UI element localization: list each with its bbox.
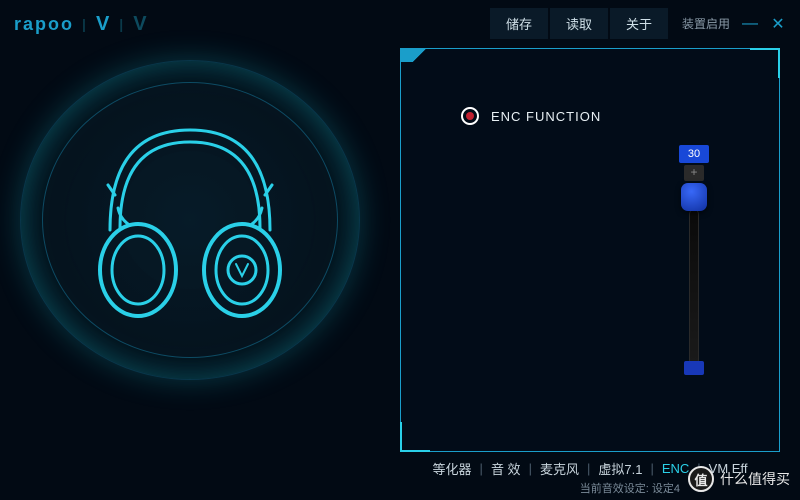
device-status-label: 装置启用 (682, 15, 730, 32)
close-button[interactable]: ✕ (770, 14, 786, 34)
enc-function-label: ENC FUNCTION (491, 109, 601, 124)
save-button[interactable]: 储存 (490, 8, 548, 39)
tab-sound-effect[interactable]: 音 效 (483, 459, 529, 478)
load-button[interactable]: 读取 (550, 8, 608, 39)
enc-function-row[interactable]: ENC FUNCTION (461, 107, 601, 125)
panel-corner-decoration (400, 48, 440, 62)
settings-panel: ENC FUNCTION 30 + (400, 48, 780, 452)
slider-value-badge: 30 (679, 145, 709, 163)
watermark-text: 什么值得买 (720, 469, 790, 489)
watermark-badge-icon: 值 (688, 466, 714, 492)
slider-plus-button[interactable]: + (684, 165, 704, 181)
logo-v-icon: V (96, 13, 111, 36)
tab-virtual71[interactable]: 虚拟7.1 (590, 459, 650, 478)
current-preset-label: 当前音效设定: 设定4 (580, 480, 680, 496)
product-visual (20, 60, 360, 380)
headphone-icon (60, 100, 320, 340)
about-button[interactable]: 关于 (610, 8, 668, 39)
logo-v2-icon: V (133, 13, 148, 36)
enc-level-slider[interactable]: 30 + (681, 145, 707, 375)
minimize-button[interactable]: — (742, 15, 758, 33)
brand-logo: rapoo | V | V (14, 13, 149, 36)
slider-track[interactable] (689, 209, 699, 365)
watermark: 值 什么值得买 (688, 466, 790, 492)
slider-thumb[interactable] (681, 183, 707, 211)
logo-separator: | (82, 16, 88, 32)
enc-radio-icon[interactable] (461, 107, 479, 125)
slider-minus-button[interactable] (684, 361, 704, 375)
brand-name: rapoo (14, 14, 74, 35)
logo-separator: | (119, 16, 125, 32)
tab-equalizer[interactable]: 等化器 (425, 459, 480, 478)
tab-microphone[interactable]: 麦克风 (532, 459, 587, 478)
